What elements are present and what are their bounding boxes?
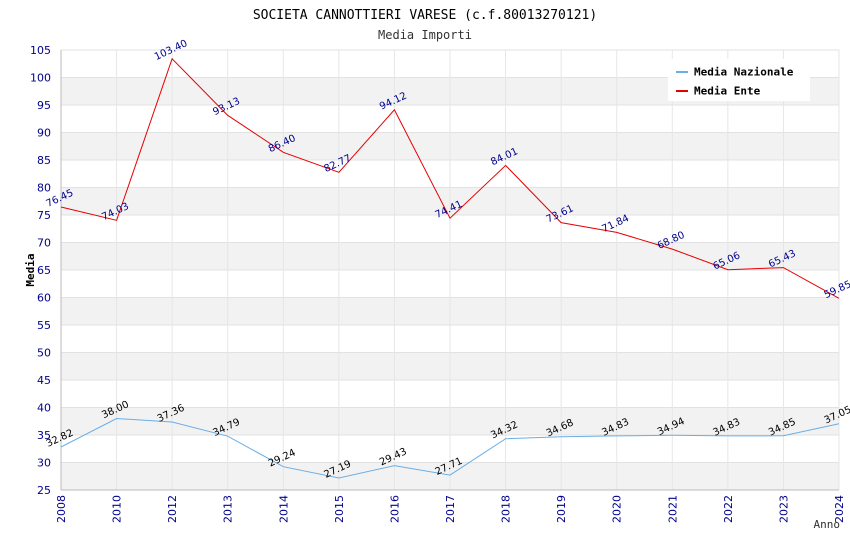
series-lines <box>60 57 840 479</box>
y-tick-label: 25 <box>37 484 51 497</box>
y-axis-label: Media <box>24 253 37 286</box>
y-tick-label: 50 <box>37 347 51 360</box>
y-tick-label: 60 <box>37 292 51 305</box>
x-tick-label: 2019 <box>555 495 568 523</box>
y-tick-label: 35 <box>37 429 51 442</box>
y-tick-label: 75 <box>37 209 51 222</box>
y-tick-label: 85 <box>37 154 51 167</box>
y-tick-label: 55 <box>37 319 51 332</box>
series-line-media-nazionale <box>60 417 840 479</box>
x-tick-label: 2016 <box>388 495 401 523</box>
y-tick-label: 105 <box>30 44 51 57</box>
x-tick-label: 2012 <box>166 495 179 523</box>
y-tick-label: 40 <box>37 402 51 415</box>
y-axis-ticks: 25 30 35 40 45 50 55 60 65 70 75 80 85 90 95 100 105 <box>30 44 51 497</box>
legend-box <box>668 59 810 101</box>
y-tick-label: 100 <box>30 72 51 85</box>
y-tick-label: 95 <box>37 99 51 112</box>
y-tick-label: 90 <box>37 127 51 140</box>
x-tick-label: 2014 <box>277 495 290 523</box>
x-tick-label: 2010 <box>111 495 124 523</box>
legend: Media Nazionale Media Ente <box>668 59 810 101</box>
y-tick-label: 45 <box>37 374 51 387</box>
x-tick-label: 2008 <box>55 495 68 523</box>
y-tick-label: 80 <box>37 182 51 195</box>
x-tick-label: 2018 <box>500 495 513 523</box>
x-tick-label: 2022 <box>722 495 735 523</box>
chart-subtitle: Media Importi <box>378 28 472 42</box>
x-tick-label: 2023 <box>777 495 790 523</box>
x-axis-label: Anno <box>814 518 841 531</box>
x-tick-label: 2013 <box>222 495 235 523</box>
y-tick-label: 70 <box>37 237 51 250</box>
y-tick-label: 30 <box>37 457 51 470</box>
x-axis-ticks: 2008 2010 2012 2013 2014 2015 2016 2017 2018 2019… <box>55 495 846 523</box>
x-tick-label: 2017 <box>444 495 457 523</box>
grid-bands <box>60 49 840 491</box>
series-line-media-ente <box>60 57 840 299</box>
x-tick-label: 2015 <box>333 495 346 523</box>
x-tick-label: 2020 <box>611 495 624 523</box>
chart-title: SOCIETA CANNOTTIERI VARESE (c.f.80013270… <box>253 8 597 23</box>
legend-entry: Media Nazionale <box>694 66 794 79</box>
x-tick-label: 2024 <box>833 495 846 523</box>
y-tick-label: 65 <box>37 264 51 277</box>
legend-entry: Media Ente <box>694 85 761 98</box>
x-tick-label: 2021 <box>666 495 679 523</box>
